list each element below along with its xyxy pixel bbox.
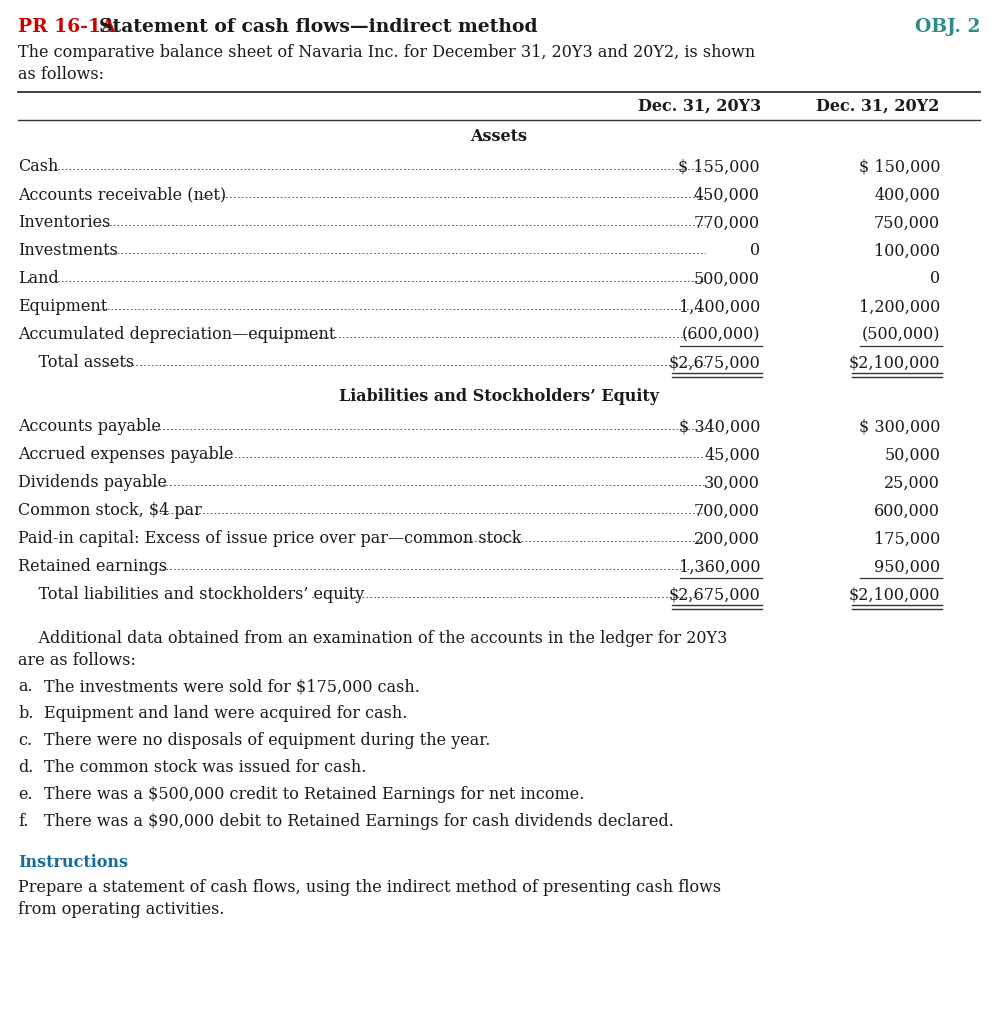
Text: The common stock was issued for cash.: The common stock was issued for cash. bbox=[44, 759, 366, 776]
Text: Accumulated depreciation—equipment: Accumulated depreciation—equipment bbox=[18, 327, 335, 343]
Text: There was a $90,000 debit to Retained Earnings for cash dividends declared.: There was a $90,000 debit to Retained Ea… bbox=[44, 813, 674, 830]
Text: Common stock, $4 par: Common stock, $4 par bbox=[18, 503, 201, 519]
Text: 770,000: 770,000 bbox=[694, 214, 760, 231]
Text: Accounts receivable (net): Accounts receivable (net) bbox=[18, 186, 226, 204]
Text: Investments: Investments bbox=[18, 243, 118, 259]
Text: 175,000: 175,000 bbox=[873, 530, 940, 548]
Text: as follows:: as follows: bbox=[18, 66, 104, 83]
Text: (500,000): (500,000) bbox=[861, 327, 940, 343]
Text: Statement of cash flows—indirect method: Statement of cash flows—indirect method bbox=[99, 18, 537, 36]
Text: Dec. 31, 20Y2: Dec. 31, 20Y2 bbox=[817, 98, 940, 115]
Text: 1,200,000: 1,200,000 bbox=[858, 298, 940, 315]
Text: $ 150,000: $ 150,000 bbox=[858, 159, 940, 175]
Text: There were no disposals of equipment during the year.: There were no disposals of equipment dur… bbox=[44, 732, 491, 749]
Text: 200,000: 200,000 bbox=[694, 530, 760, 548]
Text: $ 300,000: $ 300,000 bbox=[858, 419, 940, 435]
Text: Assets: Assets bbox=[471, 128, 527, 145]
Text: Dividends payable: Dividends payable bbox=[18, 474, 167, 492]
Text: 400,000: 400,000 bbox=[874, 186, 940, 204]
Text: 600,000: 600,000 bbox=[874, 503, 940, 519]
Text: a.: a. bbox=[18, 678, 33, 695]
Text: $2,100,000: $2,100,000 bbox=[848, 354, 940, 372]
Text: 750,000: 750,000 bbox=[874, 214, 940, 231]
Text: Prepare a statement of cash flows, using the indirect method of presenting cash : Prepare a statement of cash flows, using… bbox=[18, 879, 721, 896]
Text: 450,000: 450,000 bbox=[694, 186, 760, 204]
Text: $2,100,000: $2,100,000 bbox=[848, 587, 940, 603]
Text: Additional data obtained from an examination of the accounts in the ledger for 2: Additional data obtained from an examina… bbox=[18, 630, 728, 647]
Text: Land: Land bbox=[18, 270, 59, 288]
Text: 45,000: 45,000 bbox=[704, 446, 760, 463]
Text: 1,400,000: 1,400,000 bbox=[679, 298, 760, 315]
Text: 25,000: 25,000 bbox=[884, 474, 940, 492]
Text: 100,000: 100,000 bbox=[874, 243, 940, 259]
Text: The comparative balance sheet of Navaria Inc. for December 31, 20Y3 and 20Y2, is: The comparative balance sheet of Navaria… bbox=[18, 44, 756, 61]
Text: 500,000: 500,000 bbox=[694, 270, 760, 288]
Text: 50,000: 50,000 bbox=[884, 446, 940, 463]
Text: f.: f. bbox=[18, 813, 29, 830]
Text: Cash: Cash bbox=[18, 159, 59, 175]
Text: Inventories: Inventories bbox=[18, 214, 111, 231]
Text: There was a $500,000 credit to Retained Earnings for net income.: There was a $500,000 credit to Retained … bbox=[44, 786, 584, 803]
Text: PR 16-1A: PR 16-1A bbox=[18, 18, 116, 36]
Text: 0: 0 bbox=[930, 270, 940, 288]
Text: $2,675,000: $2,675,000 bbox=[668, 587, 760, 603]
Text: $2,675,000: $2,675,000 bbox=[668, 354, 760, 372]
Text: The investments were sold for $175,000 cash.: The investments were sold for $175,000 c… bbox=[44, 678, 420, 695]
Text: Equipment and land were acquired for cash.: Equipment and land were acquired for cas… bbox=[44, 705, 408, 722]
Text: Total liabilities and stockholders’ equity: Total liabilities and stockholders’ equi… bbox=[18, 587, 364, 603]
Text: Equipment: Equipment bbox=[18, 298, 108, 315]
Text: are as follows:: are as follows: bbox=[18, 652, 136, 669]
Text: (600,000): (600,000) bbox=[682, 327, 760, 343]
Text: Paid-in capital: Excess of issue price over par—common stock: Paid-in capital: Excess of issue price o… bbox=[18, 530, 521, 548]
Text: b.: b. bbox=[18, 705, 33, 722]
Text: d.: d. bbox=[18, 759, 33, 776]
Text: Liabilities and Stockholders’ Equity: Liabilities and Stockholders’ Equity bbox=[339, 388, 659, 406]
Text: Accounts payable: Accounts payable bbox=[18, 419, 161, 435]
Text: Dec. 31, 20Y3: Dec. 31, 20Y3 bbox=[638, 98, 762, 115]
Text: c.: c. bbox=[18, 732, 32, 749]
Text: 950,000: 950,000 bbox=[874, 558, 940, 575]
Text: Accrued expenses payable: Accrued expenses payable bbox=[18, 446, 233, 463]
Text: 1,360,000: 1,360,000 bbox=[679, 558, 760, 575]
Text: $ 340,000: $ 340,000 bbox=[679, 419, 760, 435]
Text: Total assets: Total assets bbox=[18, 354, 135, 372]
Text: Retained earnings: Retained earnings bbox=[18, 558, 167, 575]
Text: e.: e. bbox=[18, 786, 33, 803]
Text: Instructions: Instructions bbox=[18, 854, 128, 871]
Text: 30,000: 30,000 bbox=[704, 474, 760, 492]
Text: OBJ. 2: OBJ. 2 bbox=[914, 18, 980, 36]
Text: 0: 0 bbox=[750, 243, 760, 259]
Text: $ 155,000: $ 155,000 bbox=[678, 159, 760, 175]
Text: from operating activities.: from operating activities. bbox=[18, 901, 224, 918]
Text: 700,000: 700,000 bbox=[694, 503, 760, 519]
